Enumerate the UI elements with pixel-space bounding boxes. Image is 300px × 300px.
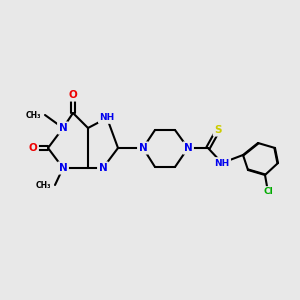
Text: CH₃: CH₃ bbox=[26, 110, 41, 119]
Text: N: N bbox=[58, 163, 68, 173]
Text: N: N bbox=[139, 143, 147, 153]
Text: N: N bbox=[184, 143, 192, 153]
Text: S: S bbox=[214, 125, 222, 135]
Text: N: N bbox=[99, 163, 107, 173]
Text: N: N bbox=[58, 123, 68, 133]
Text: NH: NH bbox=[99, 113, 115, 122]
Text: Cl: Cl bbox=[263, 188, 273, 196]
Text: NH: NH bbox=[214, 158, 230, 167]
Text: CH₃: CH₃ bbox=[35, 181, 51, 190]
Text: O: O bbox=[69, 90, 77, 100]
Text: O: O bbox=[28, 143, 38, 153]
